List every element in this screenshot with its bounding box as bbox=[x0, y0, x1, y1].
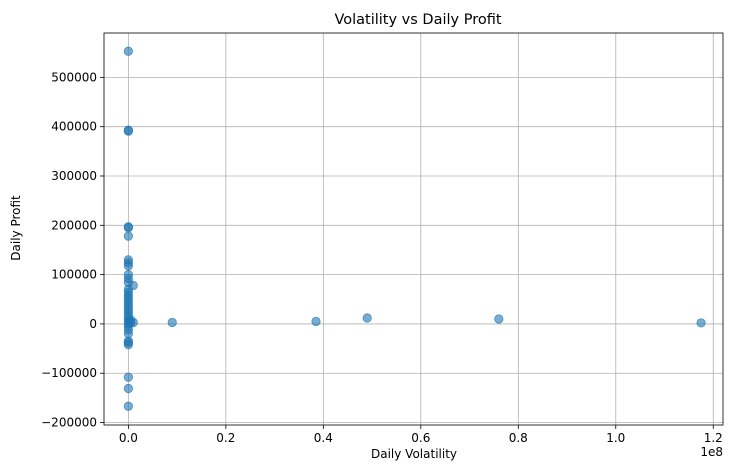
data-points bbox=[123, 46, 706, 411]
grid-lines bbox=[104, 33, 723, 425]
y-tick-label: 300000 bbox=[51, 169, 97, 183]
data-point bbox=[128, 280, 138, 291]
plot-frame bbox=[103, 32, 724, 426]
data-point bbox=[362, 313, 372, 323]
x-tick-label: 0.6 bbox=[411, 431, 430, 445]
data-point bbox=[123, 340, 133, 350]
x-tick-label: 0.8 bbox=[509, 431, 528, 445]
data-point bbox=[128, 317, 138, 328]
y-tick-label: −100000 bbox=[41, 366, 97, 380]
x-tick-label: 0.2 bbox=[216, 431, 235, 445]
data-point bbox=[494, 314, 504, 324]
data-point bbox=[123, 46, 133, 56]
data-point bbox=[123, 126, 133, 136]
x-axis-ticks: 0.0 0.2 0.4 0.6 0.8 1.0 1.2 bbox=[119, 425, 723, 445]
data-point bbox=[123, 383, 133, 394]
y-axis-ticks: −200000 −100000 0 100000 200000 300000 400000 5… bbox=[41, 70, 104, 430]
y-axis-label: Daily Profit bbox=[9, 195, 23, 261]
data-point bbox=[123, 223, 133, 233]
data-point bbox=[696, 318, 706, 328]
x-tick-label: 0.0 bbox=[119, 431, 138, 445]
y-tick-label: 100000 bbox=[51, 268, 97, 282]
y-tick-label: 500000 bbox=[51, 70, 97, 84]
data-point bbox=[311, 316, 321, 327]
data-point bbox=[123, 261, 133, 271]
data-point bbox=[123, 231, 133, 241]
data-point bbox=[123, 401, 133, 411]
chart-title: Volatility vs Daily Profit bbox=[334, 12, 501, 28]
x-axis-offset-label: 1e8 bbox=[700, 445, 723, 459]
x-tick-label: 0.4 bbox=[314, 431, 333, 445]
y-tick-label: 0 bbox=[89, 317, 97, 331]
x-axis-label: Daily Volatility bbox=[371, 447, 457, 461]
x-tick-label: 1.0 bbox=[606, 431, 625, 445]
data-point bbox=[123, 372, 133, 382]
y-tick-label: 200000 bbox=[51, 218, 97, 232]
x-tick-label: 1.2 bbox=[704, 431, 723, 445]
y-tick-label: 400000 bbox=[51, 120, 97, 134]
data-point bbox=[167, 317, 177, 328]
y-tick-label: −200000 bbox=[41, 416, 97, 430]
